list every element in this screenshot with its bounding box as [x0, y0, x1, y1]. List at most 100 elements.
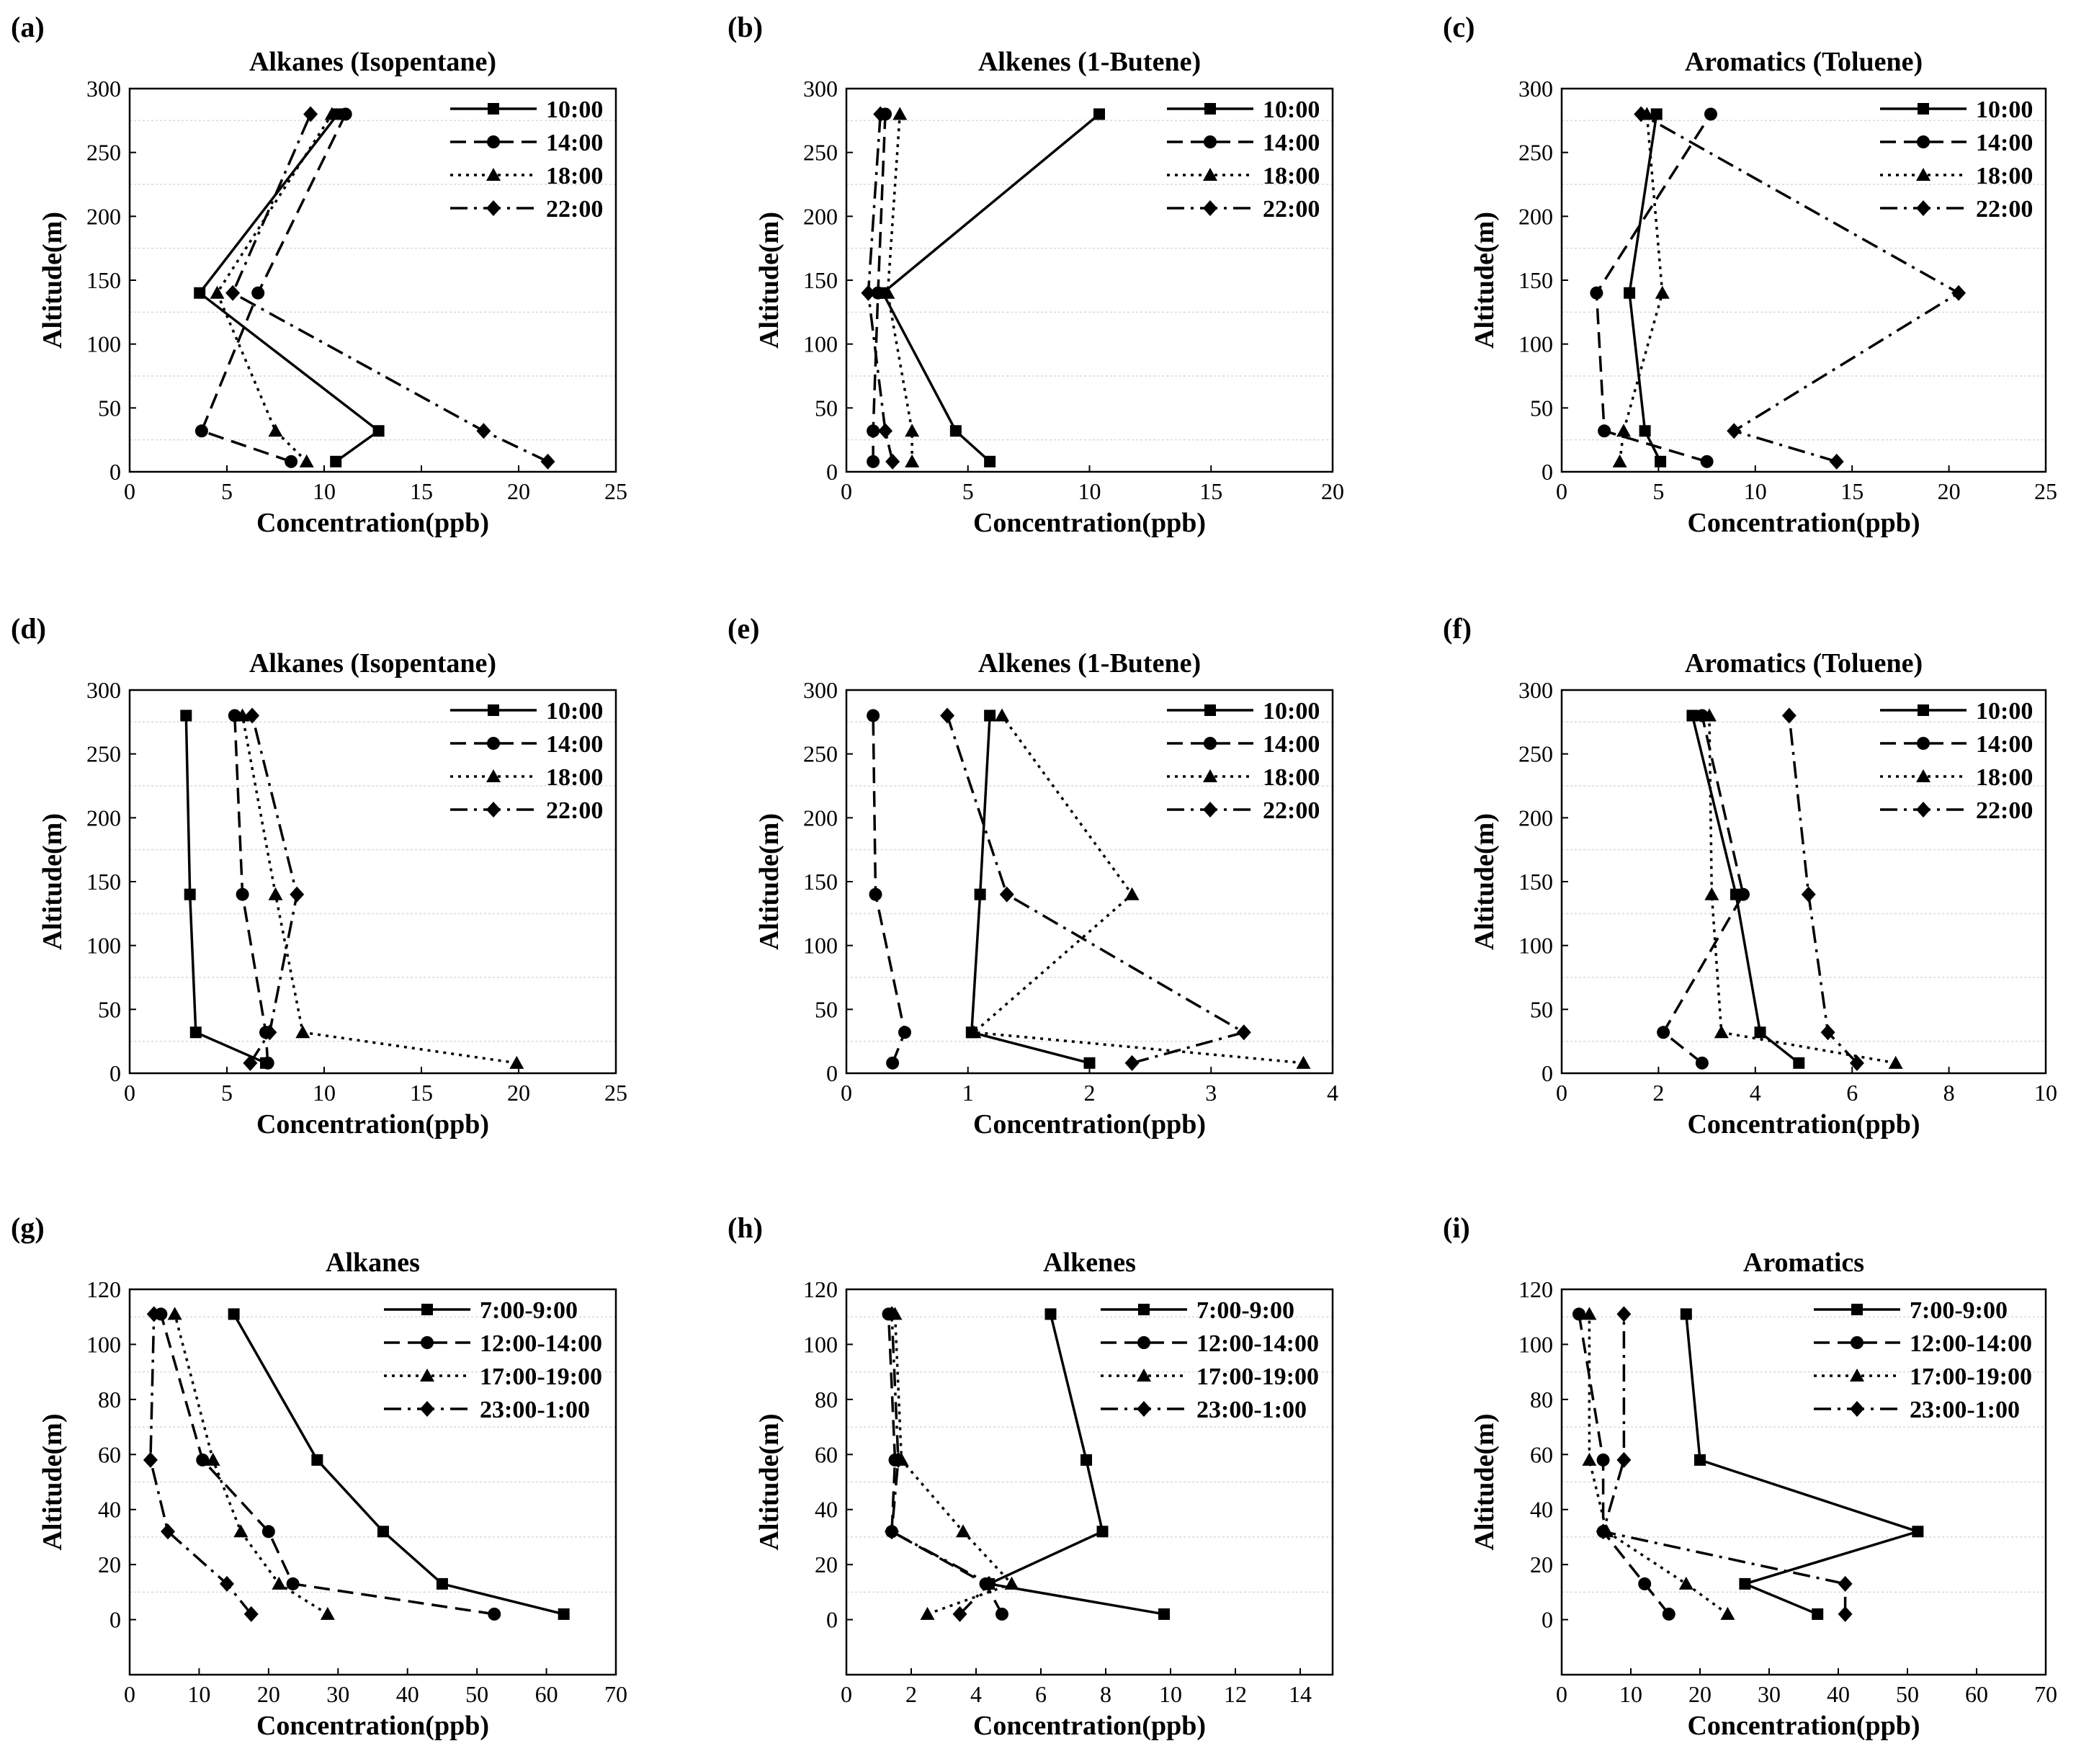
data-point	[236, 887, 249, 901]
legend-label: 7:00-9:00	[1196, 1297, 1294, 1324]
data-point	[885, 1306, 899, 1322]
data-point	[1678, 1576, 1694, 1590]
x-tick-label: 0	[124, 1080, 135, 1106]
x-tick-label: 30	[326, 1681, 349, 1707]
y-tick-label: 150	[86, 869, 121, 895]
y-tick-label: 40	[1530, 1497, 1553, 1523]
plot-frame	[845, 689, 1334, 1075]
y-tick-label: 80	[1530, 1387, 1553, 1412]
series-line	[970, 715, 1304, 1065]
x-axis-label: Concentration(ppb)	[1687, 508, 1920, 538]
panel-title: Alkanes (Isopentane)	[249, 648, 496, 679]
legend-marker	[1851, 1304, 1863, 1315]
series-line	[1685, 1314, 1923, 1616]
data-point	[1704, 887, 1719, 900]
y-tick-label: 0	[826, 1607, 838, 1633]
series-line	[872, 715, 906, 1064]
x-tick-label: 20	[257, 1681, 280, 1707]
legend-marker	[1137, 1336, 1150, 1349]
x-tick-label: 10	[313, 478, 336, 504]
plot-frame	[128, 87, 617, 473]
panel-label: (g)	[11, 1212, 45, 1244]
data-point	[228, 1308, 240, 1320]
data-point	[974, 888, 986, 900]
data-point	[1695, 1056, 1709, 1070]
data-point	[286, 1577, 300, 1590]
y-tick-label: 250	[86, 741, 121, 767]
x-tick-label: 70	[2034, 1681, 2057, 1707]
y-tick-label: 60	[1530, 1441, 1553, 1467]
data-point	[268, 424, 283, 437]
x-tick-label: 2	[1652, 1080, 1664, 1106]
data-point	[488, 1607, 501, 1621]
series-0	[1624, 108, 1667, 467]
data-point	[905, 424, 920, 437]
series-line	[231, 113, 549, 463]
data-point	[1686, 709, 1699, 722]
series-0	[180, 709, 272, 1069]
legend-label: 14:00	[546, 731, 603, 758]
y-tick-label: 120	[86, 1276, 121, 1302]
data-point	[540, 453, 555, 470]
data-point	[1820, 1024, 1835, 1041]
series-line	[241, 715, 517, 1065]
legend-label: 18:00	[1263, 163, 1320, 189]
series-line	[1601, 1314, 1847, 1614]
data-point	[1704, 107, 1717, 121]
x-tick-label: 20	[1688, 1681, 1712, 1707]
y-tick-label: 150	[86, 267, 121, 293]
data-point	[1296, 1055, 1311, 1069]
data-point	[143, 1451, 158, 1468]
x-tick-label: 10	[2034, 1080, 2057, 1106]
y-tick-label: 50	[1530, 395, 1553, 421]
data-point	[1714, 1025, 1729, 1039]
legend-marker	[1918, 103, 1929, 115]
y-tick-label: 0	[109, 459, 121, 485]
legend-marker	[420, 1369, 434, 1382]
plot-frame	[845, 1288, 1334, 1676]
data-point	[324, 107, 339, 120]
legend-marker	[1204, 737, 1217, 750]
data-point	[1781, 707, 1797, 724]
data-point	[295, 1025, 310, 1039]
y-tick-label: 20	[1530, 1552, 1553, 1577]
x-axis-label: Concentration(ppb)	[973, 508, 1206, 538]
series-line	[985, 1313, 1165, 1616]
series-3	[1781, 707, 1864, 1071]
data-point	[299, 454, 314, 467]
data-point	[1612, 454, 1627, 467]
data-point	[1044, 1308, 1057, 1320]
legend: 7:00-9:00 12:00-14:00 17:00-19:00 23:00-1:0…	[1814, 1297, 2032, 1423]
series-0	[877, 108, 1105, 467]
y-tick-label: 150	[1518, 869, 1553, 895]
y-tick-label: 40	[815, 1497, 838, 1523]
series-1	[867, 709, 911, 1070]
legend-marker	[1138, 1304, 1150, 1315]
plot-frame	[1560, 689, 2047, 1075]
x-axis-label: Concentration(ppb)	[256, 508, 489, 538]
y-tick-label: 40	[98, 1497, 121, 1523]
legend: 7:00-9:00 12:00-14:00 17:00-19:00 23:00-1:0…	[384, 1297, 602, 1423]
data-point	[1739, 1577, 1751, 1590]
series-2	[887, 1307, 1019, 1620]
legend-label: 10:00	[1976, 698, 2033, 725]
legend-label: 12:00-14:00	[1910, 1330, 2032, 1357]
data-point	[1083, 1057, 1096, 1069]
y-tick-label: 50	[1530, 996, 1553, 1022]
x-tick-label: 0	[1556, 478, 1567, 504]
series-line	[200, 113, 347, 463]
data-point	[1080, 1454, 1092, 1466]
data-point	[436, 1577, 448, 1590]
y-axis-label: Altitude(m)	[754, 813, 784, 950]
legend-label: 17:00-19:00	[1910, 1364, 2032, 1390]
data-point	[1737, 887, 1750, 901]
series-3	[1634, 106, 1967, 470]
series-3	[861, 106, 900, 470]
legend-label: 10:00	[546, 97, 603, 123]
legend: 10:00 14:00 18:00 22:00	[1167, 698, 1320, 824]
x-tick-label: 4	[1750, 1080, 1761, 1106]
data-point	[885, 1523, 899, 1540]
legend-label: 10:00	[1976, 97, 2033, 123]
y-tick-label: 0	[109, 1060, 121, 1086]
